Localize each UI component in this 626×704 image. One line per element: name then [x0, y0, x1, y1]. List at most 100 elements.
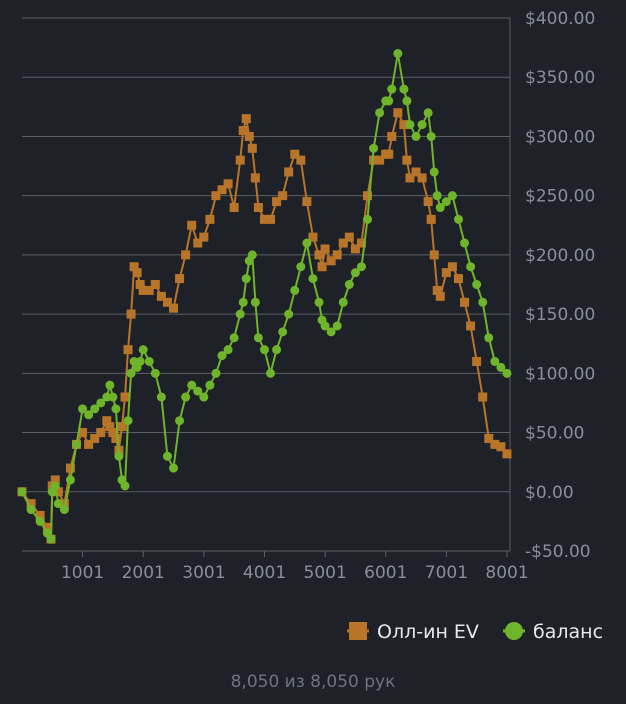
data-point [296, 155, 306, 165]
data-point [244, 131, 254, 141]
data-point [272, 197, 282, 207]
data-point [502, 449, 512, 459]
y-tick-label: $100.00 [525, 364, 595, 384]
data-point [241, 274, 251, 284]
data-point [59, 505, 69, 515]
x-tick-label: 4001 [243, 563, 286, 583]
data-point [350, 244, 360, 254]
data-point [96, 428, 106, 438]
x-tick-label: 7001 [425, 563, 468, 583]
data-point [238, 126, 248, 136]
data-point [129, 262, 139, 272]
legend-item-all-in-ev[interactable]: Олл-ин EV [347, 621, 479, 643]
data-point [217, 185, 227, 195]
data-point [84, 410, 94, 420]
data-point [466, 262, 476, 272]
legend-circle-marker [505, 622, 523, 640]
legend-square-marker [349, 622, 367, 640]
data-point [326, 256, 336, 266]
data-point [150, 368, 160, 378]
legend-item-balance[interactable]: баланс [503, 621, 603, 643]
data-point [72, 439, 82, 449]
data-point [363, 214, 373, 224]
data-point [65, 463, 75, 473]
data-point [429, 167, 439, 177]
data-point [441, 197, 451, 207]
data-point [278, 327, 288, 337]
y-tick-label: $0.00 [525, 483, 574, 503]
data-point [314, 250, 324, 260]
x-tick-label: 8001 [485, 563, 528, 583]
data-point [308, 274, 318, 284]
data-point [320, 321, 330, 331]
data-point [120, 392, 130, 402]
data-point [105, 380, 115, 390]
data-point [326, 327, 336, 337]
data-point [156, 291, 166, 301]
data-point [42, 522, 52, 532]
data-point [426, 214, 436, 224]
legend-label: баланс [533, 621, 603, 643]
data-point [290, 285, 300, 295]
data-point [502, 368, 512, 378]
data-point [284, 167, 294, 177]
x-tick-label: 5001 [304, 563, 347, 583]
data-point [332, 321, 342, 331]
x-tick-label: 6001 [364, 563, 407, 583]
data-point [308, 232, 318, 242]
data-point [26, 499, 36, 509]
data-point [429, 250, 439, 260]
data-point [447, 262, 457, 272]
data-point [350, 268, 360, 278]
x-tick-label: 3001 [182, 563, 225, 583]
data-point [53, 499, 63, 509]
data-point [393, 49, 403, 59]
data-point [472, 356, 482, 366]
data-point [405, 120, 415, 130]
data-point [193, 386, 203, 396]
data-point [199, 232, 209, 242]
data-point [447, 191, 457, 201]
data-point [250, 173, 260, 183]
data-point [423, 197, 433, 207]
data-point [460, 238, 470, 248]
data-point [317, 262, 327, 272]
data-point [393, 108, 403, 118]
data-point [426, 131, 436, 141]
data-point [247, 250, 257, 260]
hand-count-footer: 8,050 из 8,050 рук [230, 672, 396, 692]
data-point [478, 297, 488, 307]
legend-label: Олл-ин EV [377, 621, 479, 643]
data-point [417, 120, 427, 130]
data-point [59, 499, 69, 509]
data-point [123, 345, 133, 355]
data-point [402, 155, 412, 165]
data-point [211, 191, 221, 201]
data-point [453, 214, 463, 224]
data-point [320, 244, 330, 254]
data-point [229, 333, 239, 343]
legend[interactable]: Олл-ин EV баланс [347, 621, 603, 643]
data-point [126, 309, 136, 319]
y-tick-label: $300.00 [525, 127, 595, 147]
data-point [484, 333, 494, 343]
data-point [229, 203, 239, 213]
x-tick-label: 2001 [122, 563, 165, 583]
data-point [241, 114, 251, 124]
data-point [105, 422, 115, 432]
data-point [175, 416, 185, 426]
data-point [259, 345, 269, 355]
data-point [290, 149, 300, 159]
data-point [435, 291, 445, 301]
data-point [150, 280, 160, 289]
data-point [135, 280, 145, 289]
data-point [111, 433, 121, 443]
data-point [181, 392, 191, 402]
data-point [363, 191, 373, 201]
data-point [250, 297, 260, 307]
data-point [284, 309, 294, 319]
data-point [375, 155, 385, 165]
data-point [278, 191, 288, 201]
data-point [78, 404, 88, 414]
